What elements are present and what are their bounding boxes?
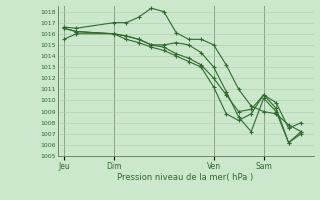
X-axis label: Pression niveau de la mer( hPa ): Pression niveau de la mer( hPa )	[117, 173, 254, 182]
